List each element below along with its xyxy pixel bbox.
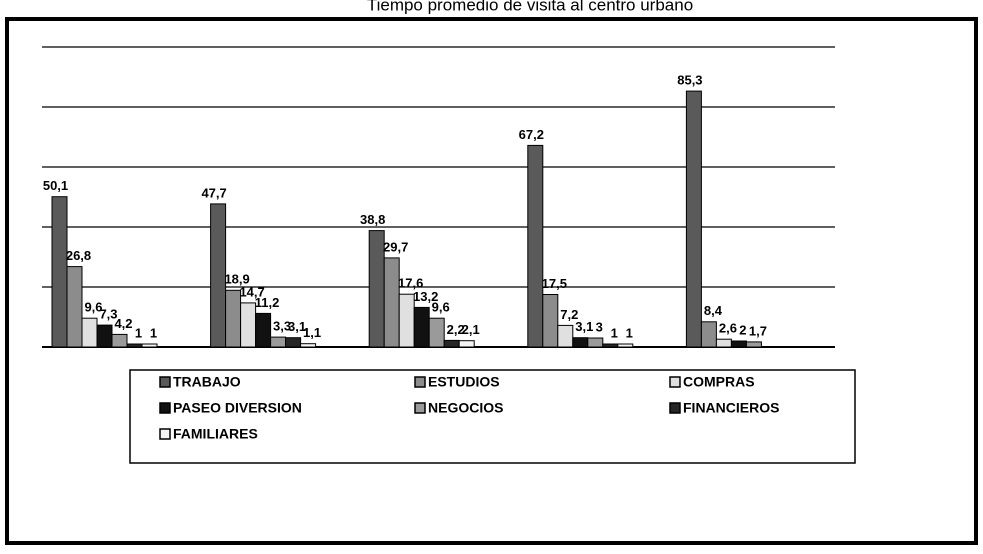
bar xyxy=(730,340,747,348)
bar xyxy=(210,203,227,348)
bar xyxy=(300,343,317,348)
bar xyxy=(255,312,272,348)
bar xyxy=(285,337,302,348)
bar xyxy=(96,324,113,348)
bar xyxy=(617,343,634,348)
bar xyxy=(745,341,762,348)
value-label: 14,7 xyxy=(239,284,264,299)
legend-label: FAMILIARES xyxy=(173,426,258,442)
legend-swatch xyxy=(414,402,426,414)
bar xyxy=(225,289,242,348)
bar xyxy=(270,336,287,348)
value-label: 1 xyxy=(135,325,142,340)
frame xyxy=(5,17,978,545)
value-label: 7,3 xyxy=(99,307,117,322)
value-label: 2,2 xyxy=(447,322,465,337)
value-label: 85,3 xyxy=(677,73,702,88)
value-label: 17,6 xyxy=(398,276,423,291)
value-label: 3,3 xyxy=(273,319,291,334)
value-label: 13,2 xyxy=(413,289,438,304)
bar xyxy=(413,306,430,348)
value-label: 8,4 xyxy=(704,303,723,318)
legend-swatch xyxy=(159,402,171,414)
value-label: 1,7 xyxy=(749,323,767,338)
value-label: 2,6 xyxy=(719,321,737,336)
chart-title: Tiempo promedio de visita al centro urba… xyxy=(367,0,693,14)
value-label: 9,6 xyxy=(84,300,102,315)
bar xyxy=(685,90,702,348)
legend-label: PASEO DIVERSION xyxy=(173,400,302,416)
bar xyxy=(81,317,98,348)
legend-swatch xyxy=(669,376,681,388)
bar xyxy=(398,293,415,348)
value-label: 38,8 xyxy=(360,212,385,227)
legend-swatch xyxy=(669,402,681,414)
legend-label: TRABAJO xyxy=(173,374,241,390)
value-label: 11,2 xyxy=(255,295,280,310)
value-label: 50,1 xyxy=(43,178,68,193)
bar xyxy=(111,333,128,348)
legend-label: FINANCIEROS xyxy=(683,400,779,416)
value-label: 47,7 xyxy=(201,185,226,200)
bar xyxy=(602,343,619,348)
bar xyxy=(715,338,732,348)
bar xyxy=(141,343,158,348)
bar xyxy=(527,144,544,348)
bar xyxy=(240,302,257,348)
bar xyxy=(443,339,460,348)
bar xyxy=(572,337,589,348)
legend-swatch xyxy=(159,428,171,440)
bar xyxy=(557,324,574,348)
bar xyxy=(428,317,445,348)
value-label: 4,2 xyxy=(114,316,132,331)
bar xyxy=(66,266,83,348)
value-label: 9,6 xyxy=(432,300,450,315)
legend-swatch xyxy=(414,376,426,388)
value-label: 29,7 xyxy=(383,239,408,254)
bar xyxy=(587,337,604,348)
value-label: 1 xyxy=(611,325,618,340)
value-label: 67,2 xyxy=(519,127,544,142)
value-label: 1 xyxy=(626,325,633,340)
value-label: 3,1 xyxy=(575,319,593,334)
value-label: 17,5 xyxy=(542,276,567,291)
value-label: 1 xyxy=(150,325,157,340)
bar xyxy=(126,343,143,348)
legend-label: ESTUDIOS xyxy=(428,374,500,390)
bar xyxy=(383,257,400,348)
value-label: 1,1 xyxy=(303,325,321,340)
value-label: 3,1 xyxy=(288,319,306,334)
legend-box xyxy=(129,369,856,464)
bar xyxy=(368,230,385,348)
value-label: 7,2 xyxy=(560,307,578,322)
value-label: 3 xyxy=(596,319,603,334)
legend-label: COMPRAS xyxy=(683,374,755,390)
bar xyxy=(458,340,475,348)
legend-label: NEGOCIOS xyxy=(428,400,503,416)
bar xyxy=(542,294,559,348)
value-label: 18,9 xyxy=(224,272,249,287)
value-label: 2 xyxy=(739,322,746,337)
value-label: 2,1 xyxy=(462,322,480,337)
legend-swatch xyxy=(159,376,171,388)
value-label: 26,8 xyxy=(66,248,91,263)
bar xyxy=(700,321,717,348)
bar xyxy=(51,196,68,348)
